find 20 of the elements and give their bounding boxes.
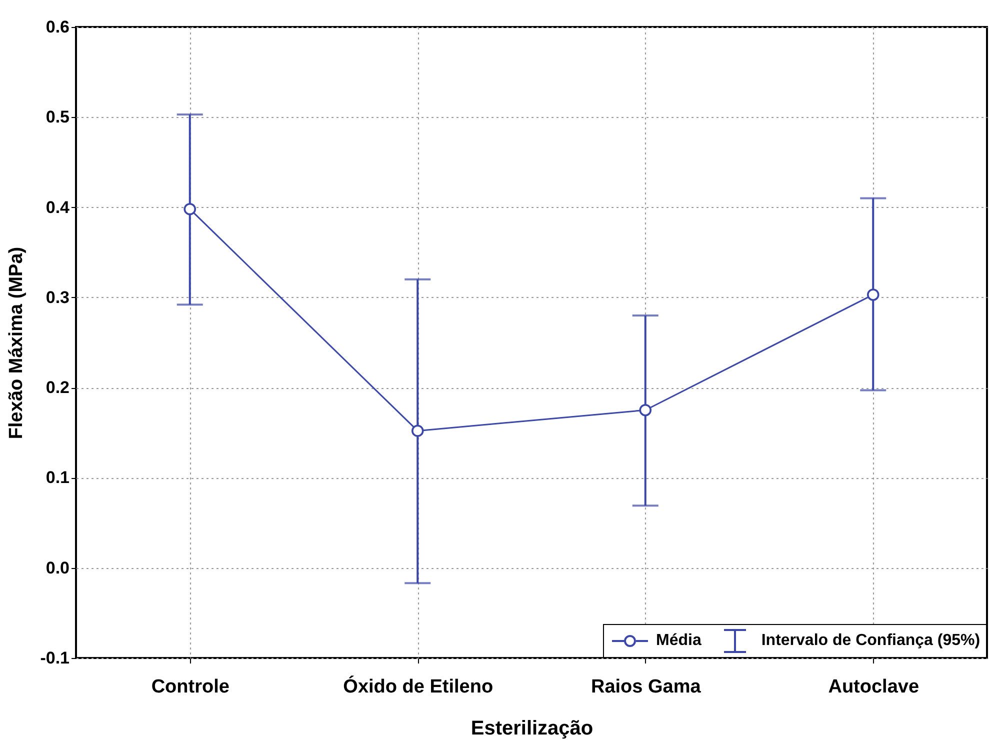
legend-label: Média [656,632,702,650]
point [639,404,652,416]
y-tick-label: -0.1 [40,648,70,668]
y-tick-label: 0.6 [46,18,70,36]
y-tick-label: 0.2 [46,378,70,398]
y-axis-title: Flexão Máxima (MPa) [6,246,28,440]
y-tick-label: 0.4 [46,198,70,217]
x-tick-label: Controle [151,676,230,698]
annotation: Intervalo de Confiança (95%) [761,632,980,650]
point [411,424,424,437]
x-tick-label: Raios Gama [590,676,702,698]
x-tick-label: Autoclave [828,676,920,698]
y-tick-label: 0.3 [46,288,70,307]
y-tick-label: 0.5 [46,108,70,127]
point [866,288,880,301]
x-axis-title: Esterilização [470,718,594,740]
y-tick-label: 0.1 [46,468,70,488]
y-tick-label: 0.0 [46,558,70,578]
point [184,202,196,216]
x-tick-label: Óxido de Etileno [343,676,494,698]
